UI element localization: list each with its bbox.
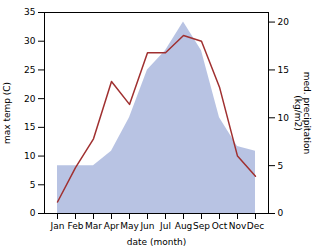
svg-text:Mar: Mar xyxy=(85,221,102,231)
svg-text:15: 15 xyxy=(24,122,35,132)
svg-text:Feb: Feb xyxy=(68,221,84,231)
svg-text:Oct: Oct xyxy=(212,221,228,231)
svg-text:30: 30 xyxy=(24,36,36,46)
svg-text:15: 15 xyxy=(278,65,289,75)
svg-text:Jun: Jun xyxy=(139,221,154,231)
svg-text:5: 5 xyxy=(30,180,36,190)
svg-text:Jan: Jan xyxy=(50,221,65,231)
svg-text:Apr: Apr xyxy=(104,221,120,231)
svg-text:Dec: Dec xyxy=(247,221,264,231)
svg-text:20: 20 xyxy=(278,17,290,27)
svg-text:Aug: Aug xyxy=(175,221,193,231)
svg-text:35: 35 xyxy=(24,7,35,17)
svg-text:20: 20 xyxy=(24,94,36,104)
svg-text:Jul: Jul xyxy=(159,221,171,231)
svg-text:max temp (C): max temp (C) xyxy=(2,82,12,144)
svg-text:25: 25 xyxy=(24,65,35,75)
svg-text:Sep: Sep xyxy=(193,221,210,231)
svg-text:10: 10 xyxy=(24,151,36,161)
svg-text:10: 10 xyxy=(278,113,290,123)
svg-text:0: 0 xyxy=(30,208,36,218)
svg-text:Nov: Nov xyxy=(229,221,247,231)
svg-text:0: 0 xyxy=(278,208,284,218)
svg-text:May: May xyxy=(120,221,139,231)
svg-text:date (month): date (month) xyxy=(127,237,186,247)
svg-text:5: 5 xyxy=(278,161,284,171)
svg-text:med. precipitation(kg/m2): med. precipitation(kg/m2) xyxy=(293,72,312,154)
